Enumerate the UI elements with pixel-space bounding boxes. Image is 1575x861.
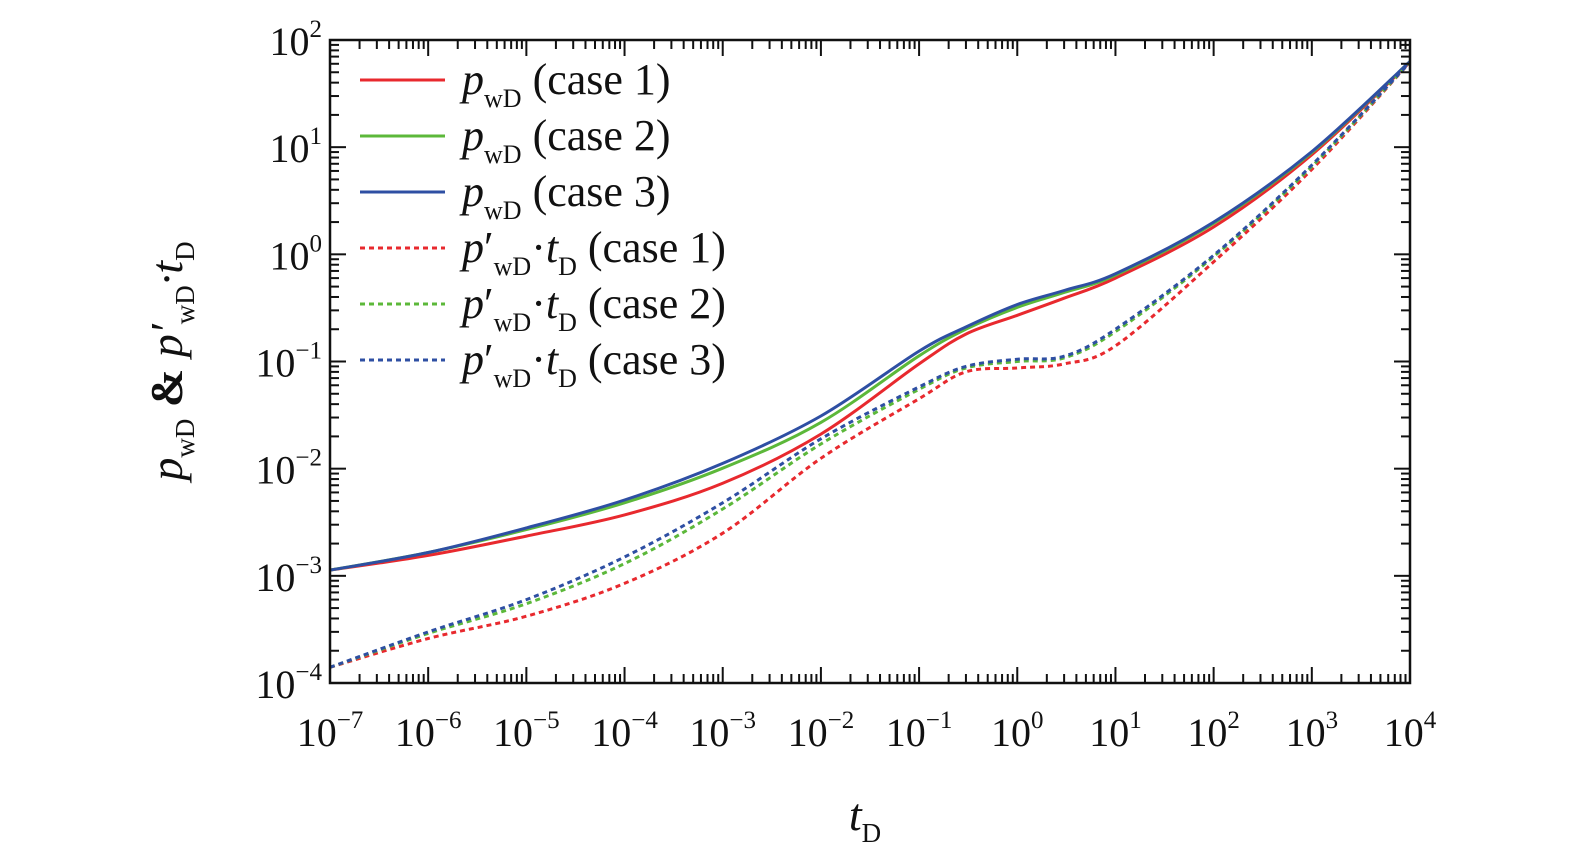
x-tick-label: 100 xyxy=(991,707,1044,755)
plot-frame xyxy=(328,38,1412,685)
x-tick-label: 103 xyxy=(1286,707,1339,755)
series-line-4 xyxy=(329,61,1412,669)
x-tick-label: 10−3 xyxy=(689,707,756,755)
legend-entry: pwD (case 2) xyxy=(459,111,671,169)
legend-entry: p′wD·tD (case 1) xyxy=(459,223,726,281)
y-tick-label: 102 xyxy=(270,16,323,64)
x-tick-label: 104 xyxy=(1384,707,1437,755)
series-layer xyxy=(329,60,1412,669)
x-tick-label: 101 xyxy=(1089,707,1142,755)
x-tick-label: 10−6 xyxy=(395,707,462,755)
x-tick-label: 102 xyxy=(1187,707,1240,755)
y-tick-labels: 10−4 10−3 10−2 10−1 100 101 102 xyxy=(255,16,322,707)
series-line-6 xyxy=(329,61,1412,669)
x-axis-title: tD xyxy=(849,789,881,848)
y-axis-title: pwD & p′wD·tD xyxy=(141,241,200,483)
x-tick-label: 10−1 xyxy=(886,707,953,755)
y-tick-label: 10−3 xyxy=(255,552,322,600)
axis-titles: tD pwD & p′wD·tD xyxy=(141,241,881,848)
x-tick-label: 10−7 xyxy=(297,707,364,755)
x-tick-labels: 10−7 10−6 10−5 10−4 10−3 10−2 10−1 100 101 102 103… xyxy=(297,707,1437,755)
x-tick-label: 10−4 xyxy=(591,707,658,755)
series-line-3 xyxy=(329,60,1412,572)
series-line-5 xyxy=(329,61,1412,669)
x-tick-label: 10−5 xyxy=(493,707,560,755)
y-tick-label: 10−1 xyxy=(255,338,322,386)
y-tick-label: 10−4 xyxy=(255,659,322,707)
series-line-1 xyxy=(329,61,1412,572)
legend-entry: p′wD·tD (case 3) xyxy=(459,335,726,393)
legend-entry: pwD (case 1) xyxy=(459,55,671,113)
legend-entry: pwD (case 3) xyxy=(459,167,671,225)
legend: pwD (case 1)pwD (case 2)pwD (case 3)p′wD… xyxy=(360,55,726,393)
y-tick-label: 100 xyxy=(270,230,323,278)
legend-entry: p′wD·tD (case 2) xyxy=(459,279,726,337)
ticks-layer xyxy=(329,39,1411,684)
y-tick-label: 10−2 xyxy=(255,445,322,493)
x-tick-label: 10−2 xyxy=(788,707,855,755)
y-tick-label: 101 xyxy=(270,123,323,171)
